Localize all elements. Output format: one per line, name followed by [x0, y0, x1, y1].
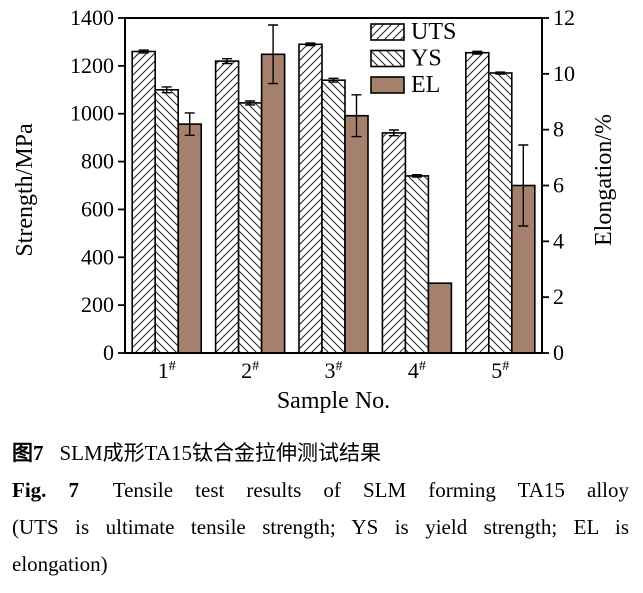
errorbar-ys-3#: [328, 77, 339, 83]
legend-label-el: EL: [411, 72, 440, 98]
bar-uts-1#: [131, 50, 156, 354]
left-axis-tick-label: 1200: [70, 53, 114, 78]
errorbar-ys-5#: [495, 71, 506, 75]
legend-swatch-el: [370, 76, 405, 94]
x-tick-label: 4#: [408, 358, 426, 383]
left-axis-tick-label: 800: [81, 149, 114, 174]
errorbar-uts-4#: [388, 129, 399, 137]
chart-root: 0 200 400 600 800 1000 1200 1400 0 2 4 6 8 10 12 Streng…: [12, 5, 617, 414]
bar-ys-1#: [154, 89, 179, 354]
errorbar-ys-4#: [411, 174, 422, 178]
right-axis-tick-label: 6: [553, 173, 564, 198]
bar-ys-2#: [237, 102, 263, 354]
bar-uts-2#: [214, 60, 240, 354]
caption-en-text1: Tensile test results of SLM forming TA15…: [112, 478, 629, 502]
left-axis-tick-label: 0: [103, 340, 114, 365]
right-axis-title: Elongation/%: [591, 114, 617, 246]
errorbar-el-1#: [184, 112, 195, 136]
figure-caption: 图7 SLM成形TA15钛合金拉伸测试结果 Fig. 7 Tensile test…: [0, 425, 643, 583]
right-axis-tick-label: 10: [553, 61, 575, 86]
right-axis-tick-label: 8: [553, 117, 564, 142]
caption-en-label: Fig. 7: [12, 478, 80, 502]
left-axis-tick-label: 400: [81, 244, 114, 269]
bar-ys-3#: [321, 79, 346, 354]
bar-el-1#: [177, 123, 202, 354]
right-axis-tick-label: 12: [553, 5, 575, 30]
errorbar-el-5#: [518, 144, 529, 227]
left-axis-tick-label: 200: [81, 292, 114, 317]
legend-label-ys: YS: [411, 46, 442, 72]
errorbar-ys-1#: [161, 86, 172, 94]
bar-uts-4#: [381, 132, 407, 354]
tensile-test-chart: 0 200 400 600 800 1000 1200 1400 0 2 4 6 8 10 12 Streng…: [12, 5, 617, 414]
left-axis-tick-label: 1400: [70, 5, 114, 30]
bar-ys-4#: [404, 175, 430, 354]
caption-cn-label: 图7: [12, 441, 44, 465]
x-tick-label: 3#: [325, 358, 343, 383]
errorbar-el-2#: [268, 24, 279, 85]
caption-chinese-line: 图7 SLM成形TA15钛合金拉伸测试结果: [12, 435, 629, 472]
errorbar-uts-1#: [138, 49, 149, 54]
caption-english-line3: elongation): [12, 552, 108, 576]
right-axis-tick-label: 2: [553, 284, 564, 309]
caption-cn-text: SLM成形TA15钛合金拉伸测试结果: [59, 441, 382, 465]
x-tick-label: 1#: [158, 358, 176, 383]
right-axis-tick-label: 0: [553, 340, 564, 365]
errorbar-el-3#: [351, 94, 362, 138]
caption-english-line1: Fig. 7 Tensile test results of SLM formi…: [12, 472, 629, 509]
errorbar-ys-2#: [245, 100, 256, 106]
caption-english-line2: (UTS is ultimate tensile strength; YS is…: [12, 515, 629, 539]
bar-ys-5#: [487, 72, 513, 354]
x-tick-label: 5#: [491, 358, 509, 383]
left-axis-title: Strength/MPa: [12, 123, 38, 257]
left-axis-tick-label: 600: [81, 196, 114, 221]
bar-el-3#: [344, 114, 369, 354]
errorbar-uts-5#: [472, 50, 483, 55]
errorbar-uts-3#: [305, 42, 316, 47]
x-tick-label: 2#: [241, 358, 259, 383]
left-axis-tick-label: 1000: [70, 101, 114, 126]
errorbar-uts-2#: [222, 58, 233, 65]
bar-el-2#: [260, 53, 286, 354]
bar-uts-3#: [298, 43, 323, 354]
legend-swatch-ys: [370, 49, 405, 68]
bar-el-4#: [427, 282, 453, 354]
x-axis-title: Sample No.: [277, 388, 390, 414]
right-axis-tick-label: 4: [553, 228, 564, 253]
legend-swatch-uts: [370, 23, 405, 41]
legend-label-uts: UTS: [411, 19, 456, 45]
bar-uts-5#: [464, 51, 490, 354]
